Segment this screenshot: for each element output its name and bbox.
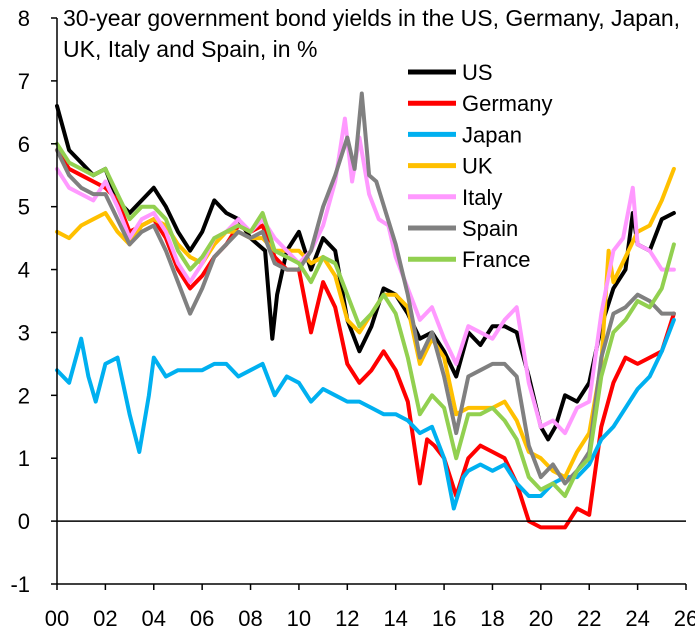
x-tick-label: 02 — [93, 606, 117, 631]
y-tick-label: 5 — [18, 195, 30, 220]
y-tick-label: 0 — [18, 509, 30, 534]
x-tick-label: 14 — [383, 606, 407, 631]
series-line-italy — [55, 116, 676, 436]
x-tick-label: 20 — [529, 606, 553, 631]
series-line-spain — [55, 91, 676, 486]
legend-label-japan: Japan — [462, 122, 522, 147]
y-tick-label: 1 — [18, 446, 30, 471]
x-tick-label: 10 — [287, 606, 311, 631]
chart-title: 30-year government bond yields in the US… — [63, 5, 681, 62]
y-tick-label: -1 — [10, 572, 30, 597]
legend: US Germany Japan UK Italy Spain France — [408, 60, 552, 272]
x-tick-label: 22 — [577, 606, 601, 631]
series-line-japan — [55, 317, 676, 511]
legend-label-italy: Italy — [462, 185, 502, 210]
legend-label-france: France — [462, 247, 530, 272]
x-tick-label: 26 — [674, 606, 695, 631]
legend-label-germany: Germany — [462, 91, 552, 116]
y-tick-label: 4 — [18, 258, 30, 283]
y-axis-ticks: -1 0 1 2 3 4 5 6 7 8 — [10, 6, 57, 597]
x-tick-label: 00 — [45, 606, 69, 631]
y-tick-label: 7 — [18, 69, 30, 94]
x-tick-label: 12 — [335, 606, 359, 631]
x-tick-label: 24 — [625, 606, 649, 631]
x-tick-label: 06 — [190, 606, 214, 631]
series-line-us — [55, 104, 676, 442]
x-tick-label: 18 — [480, 606, 504, 631]
x-axis-ticks: 00 02 04 06 08 10 12 14 16 18 20 22 24 26 — [45, 584, 695, 631]
legend-label-uk: UK — [462, 154, 493, 179]
legend-label-spain: Spain — [462, 216, 518, 241]
x-tick-label: 04 — [142, 606, 166, 631]
x-tick-label: 08 — [238, 606, 262, 631]
axes — [56, 18, 686, 585]
y-tick-label: 8 — [18, 6, 30, 31]
legend-label-us: US — [462, 60, 493, 85]
y-tick-label: 3 — [18, 320, 30, 345]
y-tick-label: 2 — [18, 383, 30, 408]
series-line-france — [55, 141, 676, 498]
series-lines — [55, 91, 676, 530]
y-tick-label: 6 — [18, 132, 30, 157]
x-tick-label: 16 — [432, 606, 456, 631]
